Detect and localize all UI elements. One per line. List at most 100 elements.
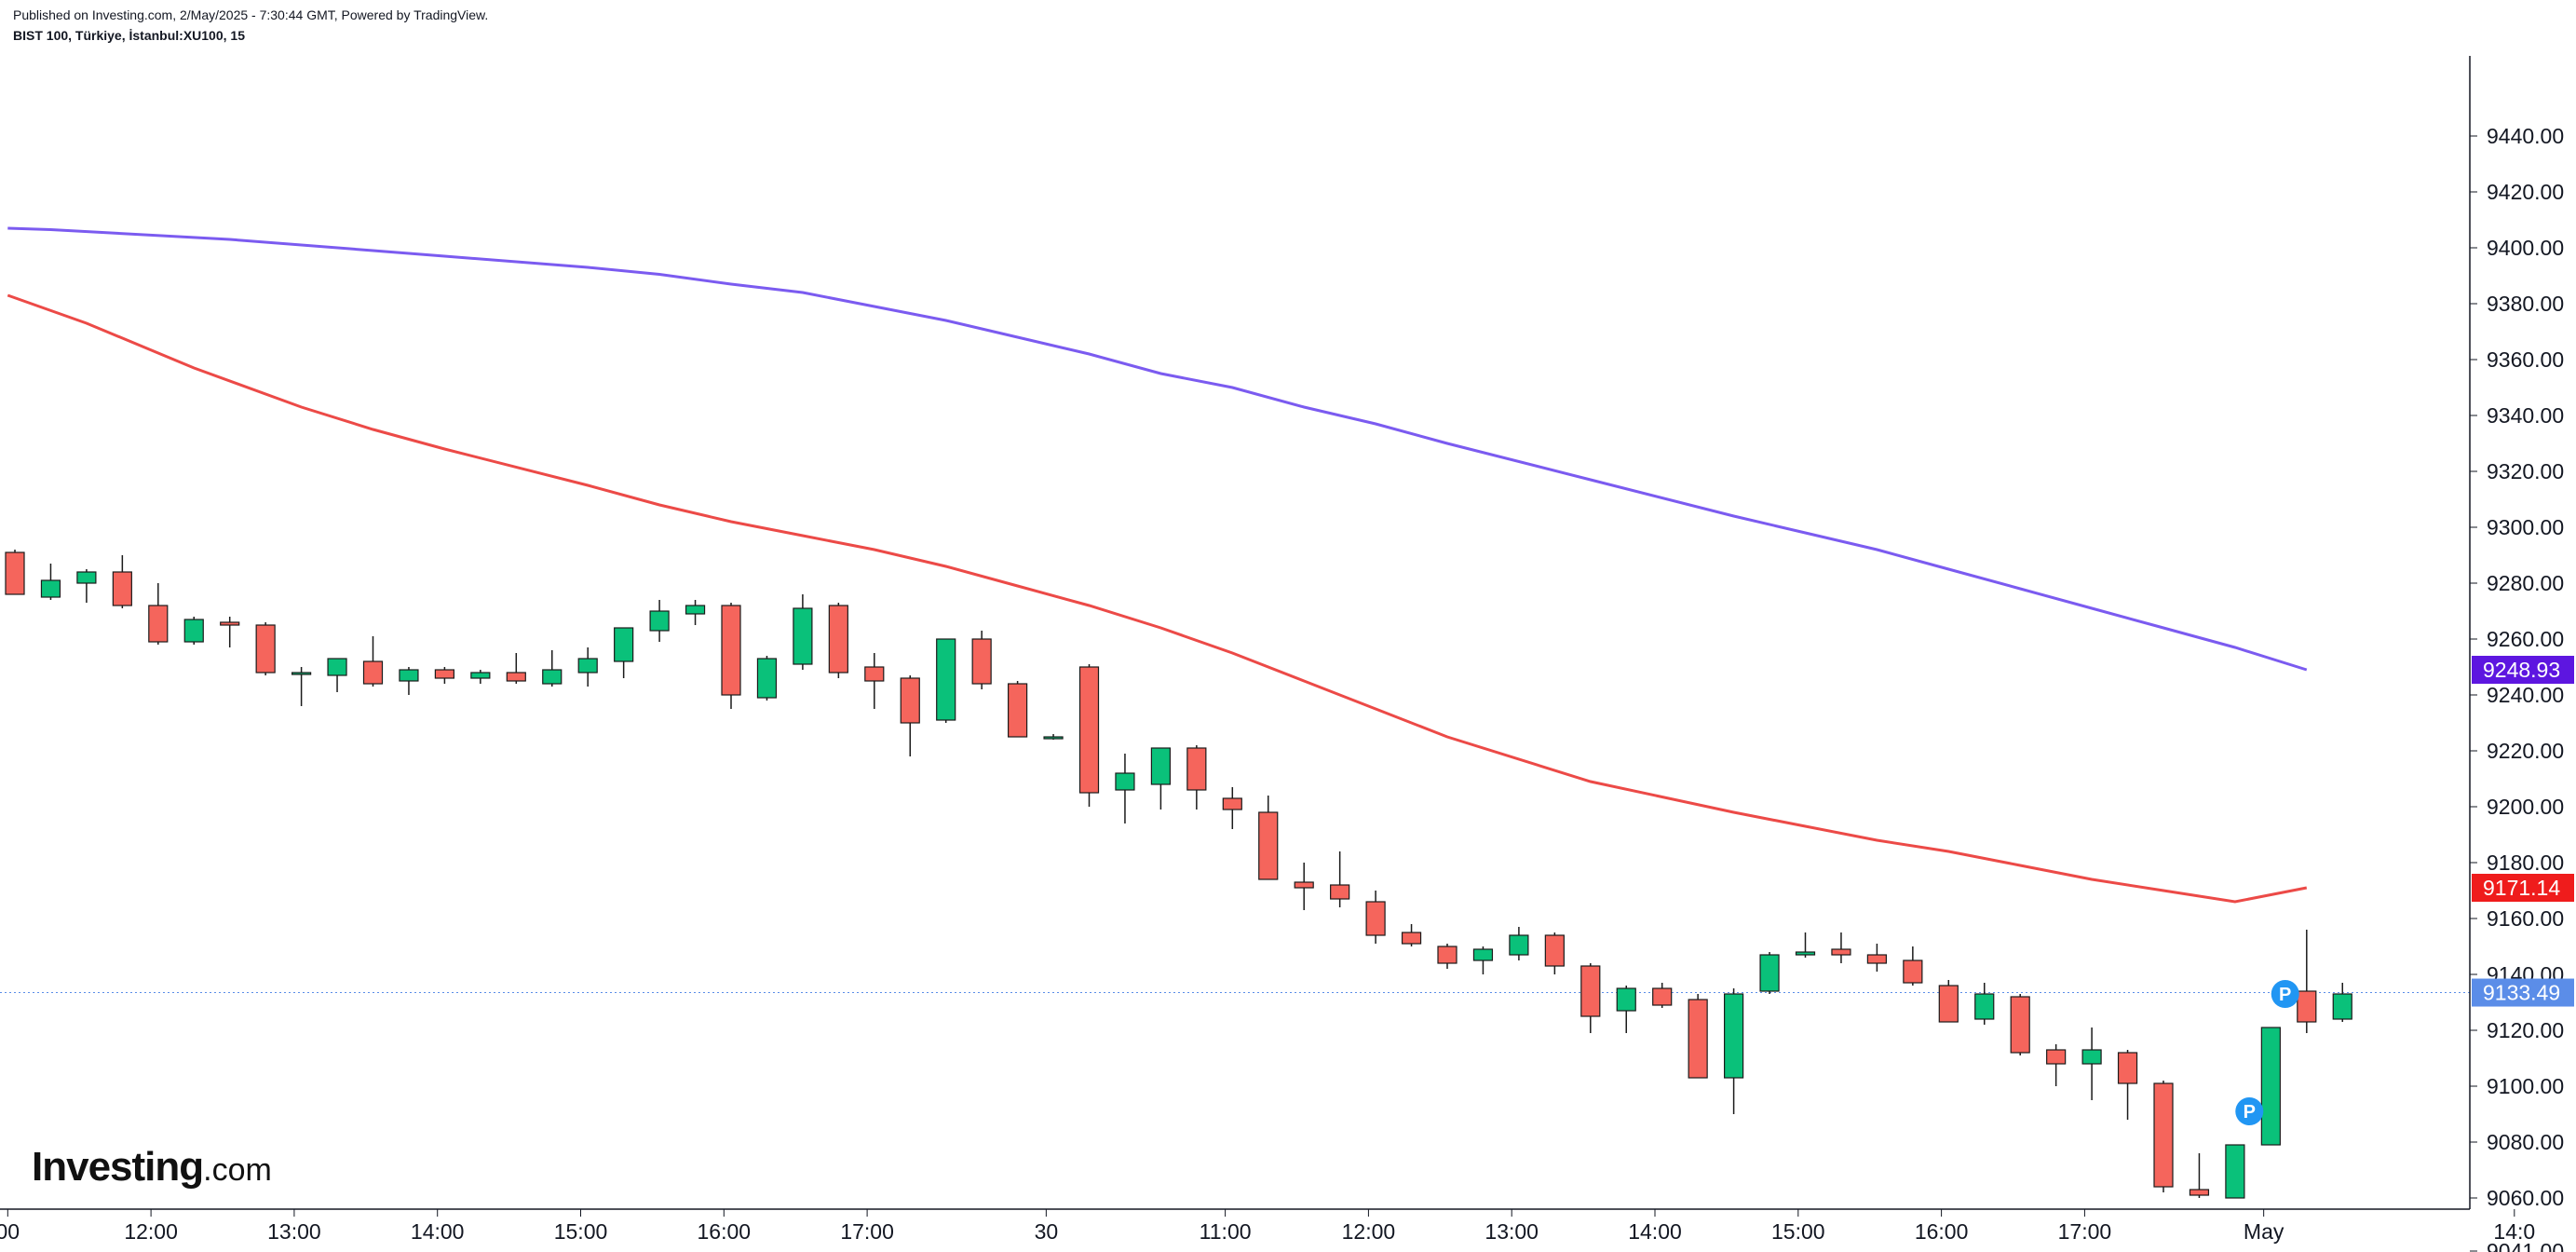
ma-slow-price-label: 9248.93 <box>2472 656 2574 684</box>
candle <box>255 622 276 675</box>
candle <box>1043 734 1064 740</box>
candle <box>183 617 204 645</box>
candle-body <box>148 605 169 643</box>
x-tick-label: 11:00 <box>1200 1219 1252 1244</box>
candle-body <box>2332 993 2352 1020</box>
x-tick-label: May <box>2244 1219 2285 1244</box>
candle-body <box>112 571 132 606</box>
x-tick-label: 15:00 <box>1771 1219 1825 1244</box>
candle-body <box>40 579 61 598</box>
ma-slow-line <box>7 226 2308 672</box>
y-tick-label: 9280.00 <box>2487 571 2564 595</box>
candle-body <box>1330 884 1350 900</box>
candle-body <box>1652 987 1673 1006</box>
last-price-label: 9133.49 <box>2472 978 2574 1007</box>
candle-body <box>255 624 276 674</box>
x-tick-label: 16:00 <box>698 1219 752 1244</box>
candle-body <box>5 551 25 595</box>
candle <box>1759 952 1780 994</box>
logo-suffix: .com <box>203 1152 272 1188</box>
candle-body <box>1831 948 1851 956</box>
candle <box>614 627 634 678</box>
candle <box>2153 1081 2174 1192</box>
y-tick-label: 9340.00 <box>2487 403 2564 428</box>
x-tick-label: 15:00 <box>554 1219 608 1244</box>
candle <box>1974 983 1995 1025</box>
candle-body <box>2117 1052 2138 1084</box>
candle <box>864 653 885 709</box>
candle-body <box>793 607 813 665</box>
candle-body <box>2010 996 2030 1054</box>
candle <box>327 658 347 692</box>
candle-body <box>1580 965 1601 1017</box>
candle <box>2046 1044 2067 1086</box>
x-tick-label: 14:00 <box>411 1219 465 1244</box>
candle-body <box>971 638 992 685</box>
candle-body <box>1043 736 1064 740</box>
candle-body <box>1759 954 1780 992</box>
candle-body <box>1115 772 1135 791</box>
candle <box>721 603 741 709</box>
price-label-bg <box>2472 874 2574 902</box>
candle-body <box>1974 993 1995 1020</box>
candle-body <box>1222 797 1242 810</box>
signal-marker: P <box>2235 1097 2264 1125</box>
candle-body <box>183 619 204 643</box>
candle-body <box>614 627 634 662</box>
candle-body <box>577 658 598 674</box>
candle <box>434 667 454 684</box>
candle <box>1866 944 1888 972</box>
x-tick-label: 16:00 <box>1915 1219 1969 1244</box>
candle-body <box>1723 993 1744 1079</box>
x-tick-label: 13:00 <box>267 1219 321 1244</box>
candle-body <box>721 605 741 696</box>
ma-fast-price-label: 9171.14 <box>2472 874 2574 902</box>
candle <box>1401 924 1422 946</box>
symbol-title: BIST 100, Türkiye, İstanbul:XU100, 15 <box>13 28 245 43</box>
candle <box>971 631 992 689</box>
candle <box>1294 863 1314 910</box>
ma-fast-line <box>7 293 2308 904</box>
candle <box>1330 851 1350 907</box>
y-tick-label: 9080.00 <box>2487 1130 2564 1154</box>
candle-body <box>1903 959 1923 984</box>
y-tick-label: 9200.00 <box>2487 795 2564 819</box>
candle <box>1938 980 1959 1023</box>
candle-body <box>1150 747 1172 785</box>
candle <box>2332 983 2352 1022</box>
candle <box>2297 930 2317 1033</box>
candle <box>793 594 813 670</box>
candle <box>399 667 419 695</box>
candle-body <box>2260 1027 2281 1146</box>
candle-body <box>756 658 778 699</box>
logo-text: Investing <box>32 1144 204 1190</box>
candle <box>1652 983 1673 1008</box>
candle <box>1795 932 1816 958</box>
candle-body <box>362 660 384 685</box>
y-tick-label: 9060.00 <box>2487 1186 2564 1210</box>
candle-body <box>2189 1189 2210 1196</box>
price-label-bg <box>2472 978 2574 1007</box>
investing-logo: Investing.com <box>32 1144 272 1191</box>
candle-body <box>327 658 347 676</box>
candle <box>756 656 778 701</box>
y-tick-label: 9100.00 <box>2487 1074 2564 1098</box>
candle-body <box>1544 934 1565 967</box>
x-tick-label: 14:0 <box>2493 1219 2535 1244</box>
candle-body <box>1437 946 1457 964</box>
y-tick-label: 9120.00 <box>2487 1018 2564 1042</box>
candle-body <box>864 666 885 682</box>
candle-body <box>1365 901 1386 936</box>
candle <box>220 617 240 647</box>
candle <box>2117 1050 2138 1120</box>
y-tick-label: 9420.00 <box>2487 180 2564 204</box>
candle <box>1365 891 1386 944</box>
candle <box>2260 1027 2281 1146</box>
candle <box>506 653 526 684</box>
candle-body <box>542 669 563 685</box>
candle-body <box>434 669 454 679</box>
candle-body <box>936 638 956 721</box>
candle-body <box>1258 811 1279 880</box>
candle <box>2010 994 2030 1055</box>
